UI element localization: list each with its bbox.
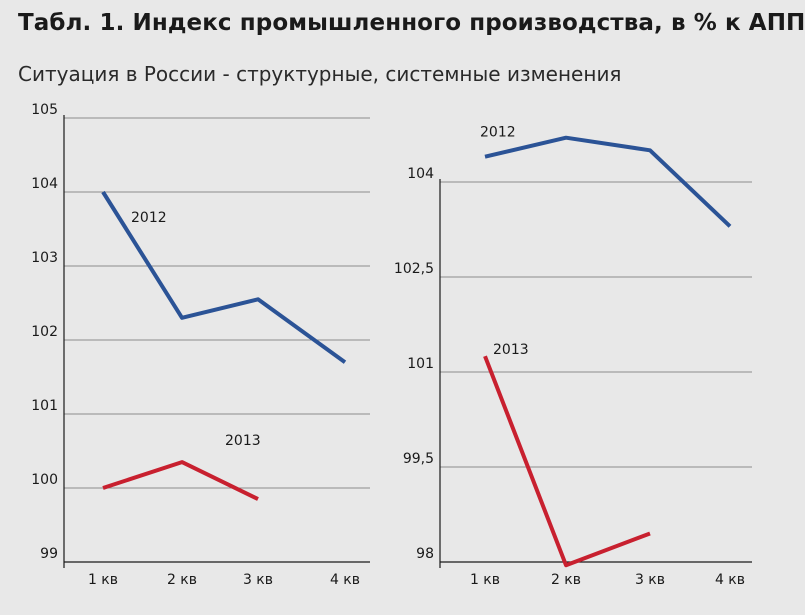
x-tick-label: 1 кв <box>470 572 500 588</box>
x-tick-label: 4 кв <box>330 572 360 588</box>
x-tick-label: 1 кв <box>88 572 118 588</box>
y-tick-label: 104 <box>407 166 434 182</box>
y-tick-label: 101 <box>407 356 434 372</box>
series-label: 2012 <box>480 125 516 141</box>
series-line-2013 <box>102 460 259 501</box>
y-tick-label: 99,5 <box>403 451 434 467</box>
y-tick-label: 98 <box>416 546 434 562</box>
y-tick-label: 104 <box>31 176 58 192</box>
x-tick-label: 2 кв <box>167 572 197 588</box>
x-tick-label: 2 кв <box>551 572 581 588</box>
series-line-2012 <box>484 135 732 228</box>
series-label: 2012 <box>131 210 167 226</box>
chart-title: Табл. 1. Индекс промышленного производст… <box>18 10 805 36</box>
x-tick-label: 4 кв <box>715 572 745 588</box>
y-tick-label: 100 <box>31 472 58 488</box>
chart-subtitle: Ситуация в России - структурные, системн… <box>18 62 622 86</box>
series-line-2012 <box>101 190 347 364</box>
y-tick-label: 105 <box>31 102 58 118</box>
y-tick-label: 99 <box>40 546 58 562</box>
series-line-2013 <box>483 355 651 568</box>
y-tick-label: 102,5 <box>394 261 434 277</box>
x-tick-label: 3 кв <box>243 572 273 588</box>
y-tick-label: 101 <box>31 398 58 414</box>
series-label: 2013 <box>225 433 261 449</box>
y-tick-label: 102 <box>31 324 58 340</box>
series-label: 2013 <box>493 342 529 358</box>
x-tick-label: 3 кв <box>635 572 665 588</box>
y-tick-label: 103 <box>31 250 58 266</box>
